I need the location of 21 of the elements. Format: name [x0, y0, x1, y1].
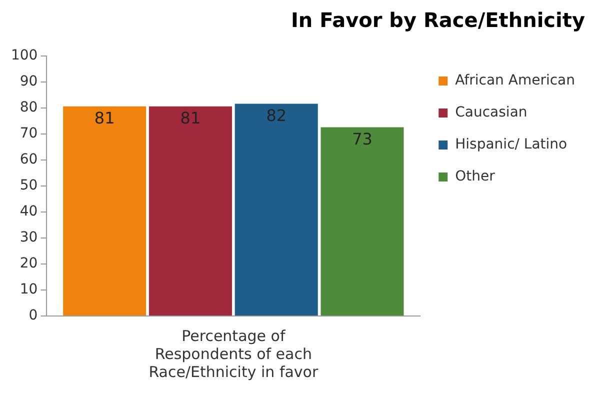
y-tick-label: 30 [20, 230, 38, 246]
y-tick-label: 60 [20, 152, 38, 168]
y-tick-label: 80 [20, 100, 38, 116]
chart-title: In Favor by Race/Ethnicity [290, 8, 585, 32]
data-label: 82 [266, 106, 287, 125]
y-tick-label: 100 [10, 48, 38, 64]
legend-label: Hispanic/ Latino [455, 136, 568, 153]
data-label: 73 [352, 129, 372, 148]
y-tick-label: 20 [20, 256, 38, 272]
y-tick-label: 0 [28, 308, 38, 324]
x-tick-label: Percentage of Respondents of each Race/Ethnicity in favor [148, 326, 319, 381]
y-tick-label: 10 [20, 282, 38, 298]
data-label: 81 [180, 108, 201, 128]
y-tick-label: 50 [20, 178, 38, 194]
y-tick-label: 70 [20, 126, 38, 142]
legend-label: Other [455, 168, 496, 185]
y-tick-label: 40 [20, 204, 38, 220]
data-label: 81 [94, 108, 115, 128]
legend-label: African American [455, 72, 575, 89]
legend-label: Caucasian [455, 104, 528, 121]
y-tick-label: 90 [20, 74, 38, 90]
